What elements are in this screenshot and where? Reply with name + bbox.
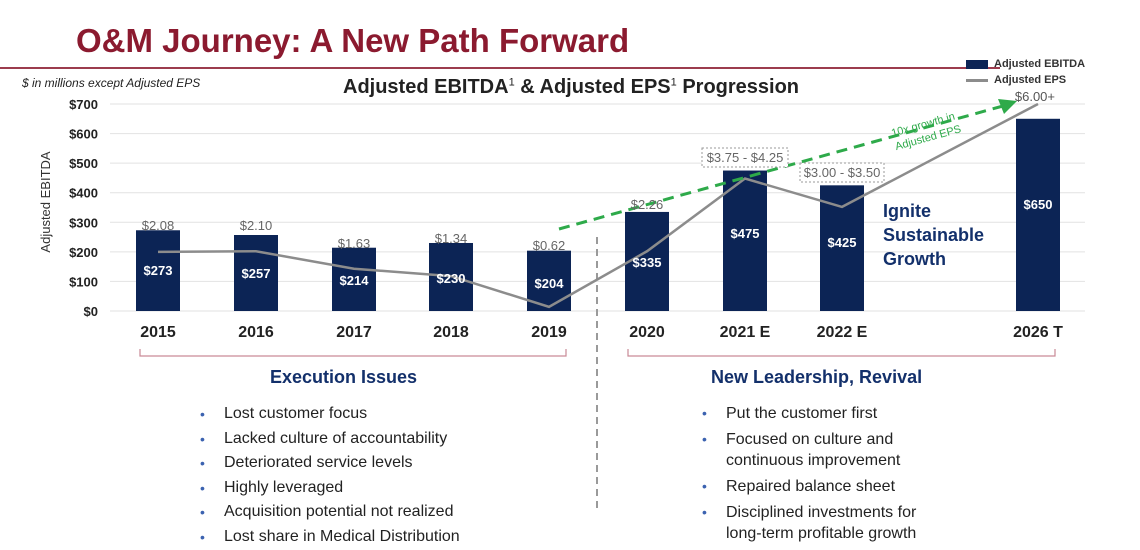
legend-swatch-bar xyxy=(966,59,988,69)
callout-line-1: Ignite xyxy=(883,201,931,221)
eps-value-label: $1.63 xyxy=(338,236,371,251)
list-item-line: Disciplined investments for xyxy=(726,504,917,521)
bar xyxy=(136,230,180,311)
ignite-growth-callout: Ignite Sustainable Growth xyxy=(883,199,1023,271)
x-tick-label: 2019 xyxy=(531,324,567,341)
list-item-line: Focused on culture and xyxy=(726,431,894,448)
chart-legend: Adjusted EBITDA Adjusted EPS xyxy=(966,56,1085,88)
list-item: Highly leveraged xyxy=(196,477,460,502)
y-axis-label: Adjusted EBITDA xyxy=(38,151,53,252)
bar-value-label: $257 xyxy=(242,266,271,281)
bar xyxy=(332,247,376,311)
legend-item-eps: Adjusted EPS xyxy=(966,72,1085,88)
eps-value-label: $2.26 xyxy=(631,197,664,212)
list-item: Acquisition potential not realized xyxy=(196,501,460,526)
eps-value-label: $2.08 xyxy=(142,218,175,233)
eps-value-label: $3.00 - $3.50 xyxy=(804,165,881,180)
list-item: Lacked culture of accountability xyxy=(196,428,460,453)
bar-value-label: $650 xyxy=(1024,197,1053,212)
growth-arrow-head xyxy=(998,99,1017,114)
growth-arrow xyxy=(558,104,1004,231)
left-section-heading: Execution Issues xyxy=(270,367,418,387)
legend-label-ebitda: Adjusted EBITDA xyxy=(994,58,1086,70)
list-item: Put the customer first xyxy=(698,403,916,424)
list-item: Focused on culture and continuous improve… xyxy=(698,429,916,471)
bar-value-label: $230 xyxy=(437,271,466,286)
x-tick-label: 2016 xyxy=(238,324,274,341)
x-tick-label: 2026 T xyxy=(1013,324,1063,341)
callout-line-2: Sustainable xyxy=(883,225,985,245)
list-item: Lost share in Medical Distribution xyxy=(196,526,460,550)
list-item: Disciplined investments for long-term pro… xyxy=(698,502,916,544)
title-rule xyxy=(0,67,1000,69)
list-item-line: Put the customer first xyxy=(726,405,878,422)
y-tick-label: $400 xyxy=(69,186,98,201)
eps-value-label: $0.62 xyxy=(533,238,566,253)
bar-value-label: $273 xyxy=(144,263,173,278)
y-tick-label: $0 xyxy=(84,304,98,319)
list-item-line: long-term profitable growth xyxy=(726,525,917,542)
revival-list: Put the customer first Focused on cultur… xyxy=(698,403,916,549)
y-tick-label: $100 xyxy=(69,274,98,289)
right-period-bracket xyxy=(627,349,1056,357)
y-tick-label: $300 xyxy=(69,215,98,230)
eps-value-label: $1.34 xyxy=(435,231,468,246)
y-tick-label: $500 xyxy=(69,156,98,171)
x-tick-label: 2017 xyxy=(336,324,372,341)
execution-issues-list: Lost customer focus Lacked culture of ac… xyxy=(196,403,460,550)
eps-line xyxy=(157,102,1039,309)
y-tick-label: $200 xyxy=(69,245,98,260)
chart-title-part2: & Adjusted EPS xyxy=(514,76,671,98)
x-tick-label: 2022 E xyxy=(817,324,868,341)
eps-value-label: $2.10 xyxy=(240,218,273,233)
y-tick-label: $600 xyxy=(69,127,98,142)
bar xyxy=(234,235,278,311)
legend-swatch-line xyxy=(966,78,988,82)
right-section-heading: New Leadership, Revival xyxy=(711,367,923,387)
list-item: Lost customer focus xyxy=(196,403,460,428)
eps-value-label: $6.00+ xyxy=(1015,89,1055,104)
chart-title-part1: Adjusted EBITDA xyxy=(343,76,509,98)
bar-value-label: $425 xyxy=(828,235,857,250)
list-item: Deteriorated service levels xyxy=(196,452,460,477)
bar-value-label: $475 xyxy=(731,226,760,241)
x-tick-label: 2015 xyxy=(140,324,176,341)
list-item-line: continuous improvement xyxy=(726,452,901,469)
list-item-line: Repaired balance sheet xyxy=(726,478,896,495)
bar xyxy=(723,170,767,311)
footnote-marker-1: 1 xyxy=(508,76,515,89)
list-item: Repaired balance sheet xyxy=(698,476,916,497)
x-tick-label: 2021 E xyxy=(720,324,771,341)
bar xyxy=(527,250,571,311)
bar-value-label: $214 xyxy=(340,273,370,288)
legend-label-eps: Adjusted EPS xyxy=(994,74,1067,86)
footnote-marker-2: 1 xyxy=(670,76,677,89)
y-tick-label: $700 xyxy=(69,97,98,112)
eps-range-box xyxy=(799,162,885,183)
chart-title-part3: Progression xyxy=(676,76,800,98)
bar-value-label: $204 xyxy=(535,276,565,291)
callout-line-3: Growth xyxy=(883,249,946,269)
page-title: O&M Journey: A New Path Forward xyxy=(76,22,630,59)
left-period-bracket xyxy=(139,349,567,357)
bar xyxy=(625,211,669,311)
bar-value-label: $335 xyxy=(633,255,662,270)
bar xyxy=(1016,118,1060,312)
legend-item-ebitda: Adjusted EBITDA xyxy=(966,56,1085,72)
eps-range-box xyxy=(701,147,789,168)
units-note: $ in millions except Adjusted EPS xyxy=(22,76,201,90)
x-tick-label: 2018 xyxy=(433,324,469,341)
chart-title: Adjusted EBITDA1 & Adjusted EPS1 Progres… xyxy=(343,76,799,99)
eps-value-label: $3.75 - $4.25 xyxy=(707,150,784,165)
x-tick-label: 2020 xyxy=(629,324,665,341)
